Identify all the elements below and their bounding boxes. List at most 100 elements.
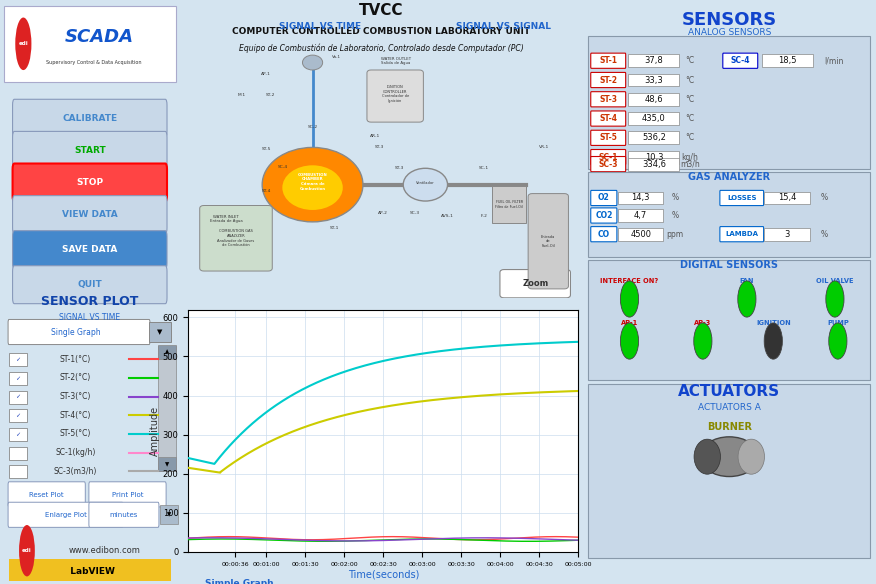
Text: Equipo de Combustión de Laboratorio, Controlado desde Computador (PC): Equipo de Combustión de Laboratorio, Con… [238, 43, 524, 53]
Text: ✓: ✓ [16, 413, 20, 418]
Text: ✓: ✓ [16, 395, 20, 399]
Text: SENSORS: SENSORS [682, 11, 777, 29]
FancyBboxPatch shape [12, 266, 167, 304]
Text: ST-4(°C): ST-4(°C) [60, 411, 91, 420]
Text: AP-1: AP-1 [621, 320, 638, 326]
Text: SC-3(m3/h): SC-3(m3/h) [53, 467, 97, 476]
Text: START: START [74, 146, 106, 155]
Circle shape [829, 323, 847, 359]
Text: edi: edi [22, 548, 32, 553]
Text: O2: O2 [598, 193, 610, 203]
Text: Print Plot: Print Plot [112, 492, 144, 498]
Bar [159, 505, 178, 524]
Ellipse shape [694, 439, 720, 474]
Ellipse shape [738, 439, 765, 474]
Text: kg/h: kg/h [682, 152, 698, 162]
Text: SC-3: SC-3 [598, 159, 618, 169]
Bar [618, 228, 663, 241]
Circle shape [19, 525, 35, 576]
Bar [9, 428, 27, 441]
Text: 14,3: 14,3 [632, 193, 650, 203]
Circle shape [694, 323, 712, 359]
FancyBboxPatch shape [200, 206, 272, 271]
Text: VR-1: VR-1 [539, 145, 549, 150]
Circle shape [620, 281, 639, 317]
Ellipse shape [700, 437, 759, 477]
Text: AVS-1: AVS-1 [442, 214, 454, 218]
Text: ✓: ✓ [16, 357, 20, 362]
Text: LabVIEW: LabVIEW [64, 566, 116, 576]
FancyBboxPatch shape [12, 164, 167, 201]
X-axis label: Time(seconds): Time(seconds) [348, 569, 419, 579]
Text: 435,0: 435,0 [642, 114, 666, 123]
Bar [628, 112, 680, 125]
FancyBboxPatch shape [8, 319, 150, 345]
Text: SIGNAL VS TIME: SIGNAL VS TIME [60, 313, 120, 322]
Bar [9, 447, 27, 460]
Text: Ventilador: Ventilador [416, 181, 434, 185]
Text: 18,5: 18,5 [778, 56, 796, 65]
Text: ST-2: ST-2 [265, 93, 275, 98]
Circle shape [764, 323, 782, 359]
Bar [158, 346, 176, 471]
Text: SENSOR PLOT: SENSOR PLOT [41, 296, 138, 308]
Text: SC-1(kg/h): SC-1(kg/h) [55, 448, 95, 457]
Text: ▼: ▼ [165, 462, 169, 467]
Text: Va-1: Va-1 [332, 55, 342, 60]
Text: ANALOG SENSORS: ANALOG SENSORS [688, 27, 771, 37]
Circle shape [15, 18, 32, 70]
Bar [149, 322, 171, 342]
Text: ST-1: ST-1 [330, 226, 339, 230]
Bar [765, 192, 810, 204]
Bar [628, 131, 680, 144]
Text: WATER INLET
Entrada de Agua: WATER INLET Entrada de Agua [209, 214, 243, 223]
Bar [589, 36, 870, 169]
Circle shape [262, 147, 363, 222]
Bar [589, 260, 870, 380]
Text: °C: °C [685, 56, 694, 65]
Text: BURNER: BURNER [707, 422, 752, 433]
Bar [158, 345, 176, 359]
Text: SC-4: SC-4 [278, 165, 287, 169]
Text: ppm: ppm [667, 230, 683, 239]
Bar [628, 158, 680, 171]
Text: 37,8: 37,8 [645, 56, 663, 65]
FancyBboxPatch shape [590, 157, 625, 172]
FancyBboxPatch shape [590, 72, 625, 88]
Bar [628, 74, 680, 86]
Text: ST-3: ST-3 [374, 145, 384, 150]
Text: IGNITION: IGNITION [756, 320, 791, 326]
Bar [9, 465, 27, 478]
Bar [9, 391, 27, 404]
FancyBboxPatch shape [12, 231, 167, 269]
Text: SC-4: SC-4 [731, 56, 750, 65]
Text: www.edibon.com: www.edibon.com [68, 546, 140, 555]
Text: ST-2: ST-2 [599, 75, 618, 85]
Text: Entrada
de
Fuel-Oil: Entrada de Fuel-Oil [541, 235, 555, 248]
Text: 334,6: 334,6 [642, 159, 666, 169]
Text: SC-2: SC-2 [307, 124, 318, 128]
Text: STOP: STOP [76, 178, 103, 187]
Text: ST-4: ST-4 [262, 189, 271, 193]
FancyBboxPatch shape [590, 111, 625, 126]
Text: GAS ANALYZER: GAS ANALYZER [689, 172, 770, 182]
FancyBboxPatch shape [500, 270, 570, 298]
Bar [9, 353, 27, 366]
FancyBboxPatch shape [590, 130, 625, 145]
Text: DIGITAL SENSORS: DIGITAL SENSORS [681, 260, 778, 270]
Text: Zoom: Zoom [522, 279, 548, 288]
Text: °C: °C [685, 75, 694, 85]
Text: PUMP: PUMP [827, 320, 849, 326]
Text: ✓: ✓ [16, 376, 20, 381]
Bar [628, 151, 680, 164]
Bar [765, 228, 810, 241]
FancyBboxPatch shape [88, 502, 159, 527]
Text: AP-2: AP-2 [378, 211, 388, 215]
Text: Simple Graph: Simple Graph [205, 579, 273, 584]
Text: Enlarge Plot: Enlarge Plot [45, 512, 87, 518]
Text: WATER OUTLET
Salida de Agua: WATER OUTLET Salida de Agua [381, 57, 411, 65]
FancyBboxPatch shape [720, 227, 764, 242]
Text: COMBUSTION GAS
ANALYZER
Analizador de Gases
de Combustión: COMBUSTION GAS ANALYZER Analizador de Ga… [217, 230, 255, 247]
Text: 4,7: 4,7 [634, 211, 647, 220]
Text: ST-2(°C): ST-2(°C) [60, 373, 91, 383]
